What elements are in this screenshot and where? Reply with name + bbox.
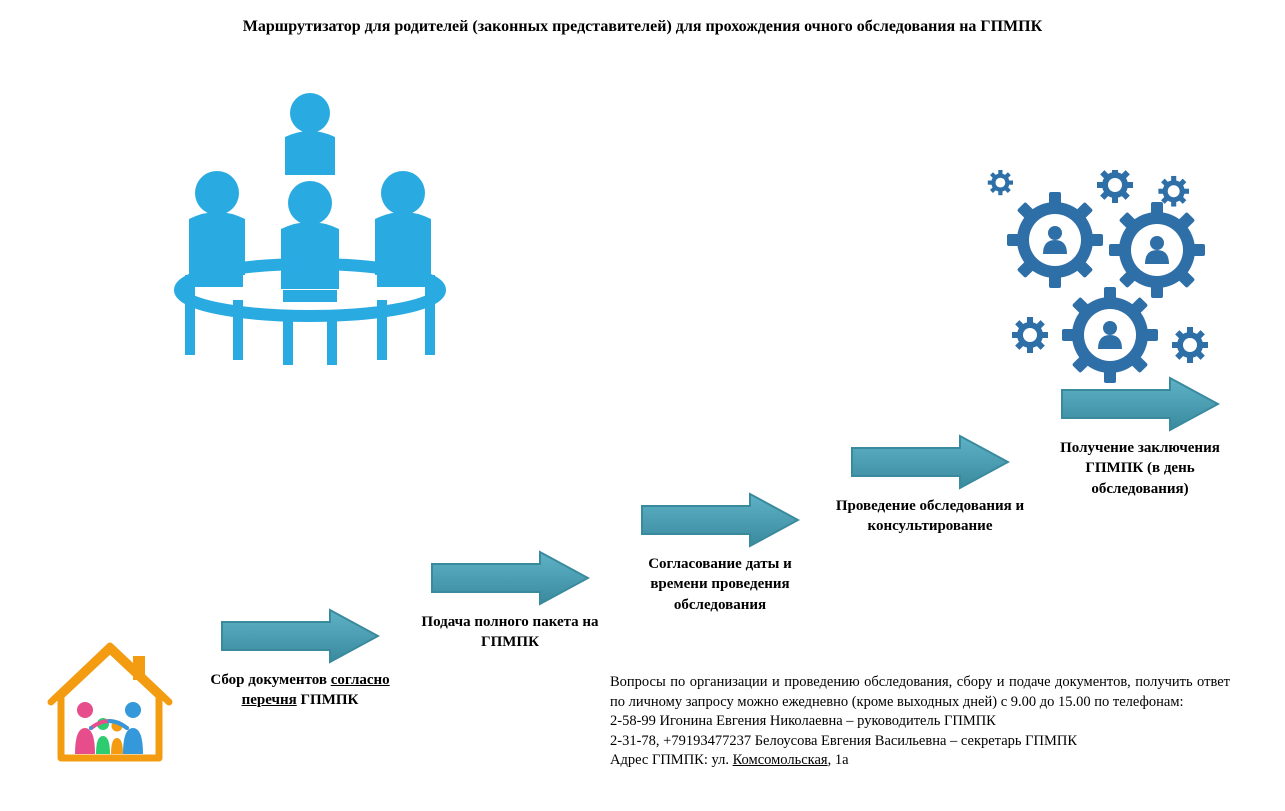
step-3: Согласование даты и времени проведения о… (625, 492, 815, 615)
arrow-icon (640, 492, 800, 548)
step-1: Сбор документов согласно перечня ГПМПК (205, 608, 395, 711)
step-2: Подача полного пакета на ГПМПК (415, 550, 605, 653)
contact-line3: 2-31-78, +79193477237 Белоусова Евгения … (610, 732, 1230, 752)
contact-info: Вопросы по организации и проведению обсл… (610, 673, 1230, 771)
step-5: Получение заключения ГПМПК (в день обсле… (1045, 376, 1235, 499)
arrow-icon (430, 550, 590, 606)
contact-line1: Вопросы по организации и проведению обсл… (610, 673, 1230, 712)
step-label: Согласование даты и времени проведения о… (625, 554, 815, 615)
step-label: Проведение обследования и консультирован… (835, 496, 1025, 537)
contact-line4: Адрес ГПМПК: ул. Комсомольская, 1а (610, 751, 1230, 771)
arrow-icon (850, 434, 1010, 490)
meeting-icon (155, 85, 465, 375)
arrow-icon (220, 608, 380, 664)
house-family-icon (45, 636, 175, 766)
contact-line2: 2-58-99 Игонина Евгения Николаевна – рук… (610, 712, 1230, 732)
page-title: Маршрутизатор для родителей (законных пр… (0, 18, 1285, 36)
gears-team-icon (985, 170, 1225, 390)
arrow-icon (1060, 376, 1220, 432)
step-label: Подача полного пакета на ГПМПК (415, 612, 605, 653)
step-label: Сбор документов согласно перечня ГПМПК (205, 670, 395, 711)
step-label: Получение заключения ГПМПК (в день обсле… (1045, 438, 1235, 499)
step-4: Проведение обследования и консультирован… (835, 434, 1025, 537)
